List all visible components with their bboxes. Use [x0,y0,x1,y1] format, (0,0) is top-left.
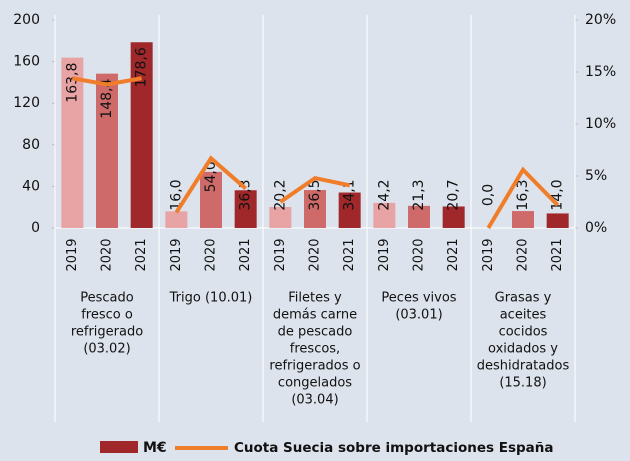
bar [165,211,188,228]
group-label: (03.02) [83,342,130,357]
legend-swatch [100,441,138,453]
bar [234,190,257,228]
group-label: deshidratados [477,359,570,374]
group-label: Grasas y [495,291,552,306]
x-tick-label: 2020 [308,238,323,271]
data-label: 14,0 [550,179,566,210]
y-tick-label: 0 [31,220,40,236]
legend-label: M€ [143,440,167,456]
group-label: frescos, [290,342,340,357]
group-label: Filetes y [288,291,342,306]
group-label: aceites [500,308,547,323]
x-tick-label: 2019 [65,238,80,271]
bar [373,202,396,228]
group-label: oxidados y [488,342,558,357]
group-label: cocidos [499,325,548,340]
data-label: 148,4 [99,79,115,119]
bar [442,206,465,228]
y-tick-label: 80 [22,137,40,153]
x-tick-label: 2020 [412,238,427,271]
data-label: 54,0 [203,161,219,192]
x-tick-label: 2021 [550,238,565,271]
x-tick-label: 2019 [377,238,392,271]
data-label: 20,2 [272,179,288,210]
bar [546,213,569,228]
bar [512,211,534,228]
x-tick-label: 2019 [273,238,288,271]
data-label: 16,3 [515,179,531,210]
y2-tick-label: 20% [585,12,616,28]
x-tick-label: 2020 [204,238,219,271]
bar [408,205,430,228]
data-label: 24,2 [376,179,392,210]
legend-label: Cuota Suecia sobre importaciones España [234,440,554,456]
y2-tick-label: 10% [585,116,616,132]
group-label: Trigo (10.01) [169,291,253,306]
group-label: congelados [278,376,352,391]
y-tick-label: 120 [13,95,40,111]
x-tick-label: 2021 [342,238,357,271]
group-label: Pescado [80,291,134,306]
bar [304,190,326,228]
y-tick-label: 40 [22,178,40,194]
share-line [486,166,560,230]
data-label: 163,8 [64,63,80,103]
x-tick-label: 2019 [481,238,496,271]
group-label: fresco o [81,308,133,323]
x-tick-label: 2021 [134,238,149,271]
y-tick-label: 160 [13,54,40,70]
group-label: (03.01) [395,308,442,323]
y-tick-label: 200 [13,12,40,28]
group-label: refrigerados o [269,359,360,374]
share-line [71,76,143,87]
bar [200,171,222,228]
data-label: 0,0 [480,184,496,206]
group-label: demás carne [273,308,357,323]
y2-tick-label: 0% [585,220,607,236]
y2-tick-label: 5% [585,168,607,184]
data-label: 20,7 [446,179,462,210]
data-label: 34,1 [342,179,358,210]
group-label: de pescado [278,325,353,340]
x-tick-label: 2021 [238,238,253,271]
x-tick-label: 2020 [100,238,115,271]
bar [61,57,84,229]
bar [269,206,292,228]
group-label: (03.04) [291,393,338,408]
data-label: 36,5 [307,179,323,210]
group-label: (15.18) [499,376,546,391]
x-tick-label: 2019 [169,238,184,271]
group-label: Peces vivos [381,291,456,306]
group-label: refrigerado [71,325,143,340]
y2-tick-label: 15% [585,64,616,80]
x-tick-label: 2020 [516,238,531,271]
bar [338,192,361,228]
data-label: 21,3 [411,179,427,210]
share-line [279,175,351,204]
x-tick-label: 2021 [446,238,461,271]
share-line [174,155,247,214]
bar [130,42,153,229]
bar [96,73,118,228]
